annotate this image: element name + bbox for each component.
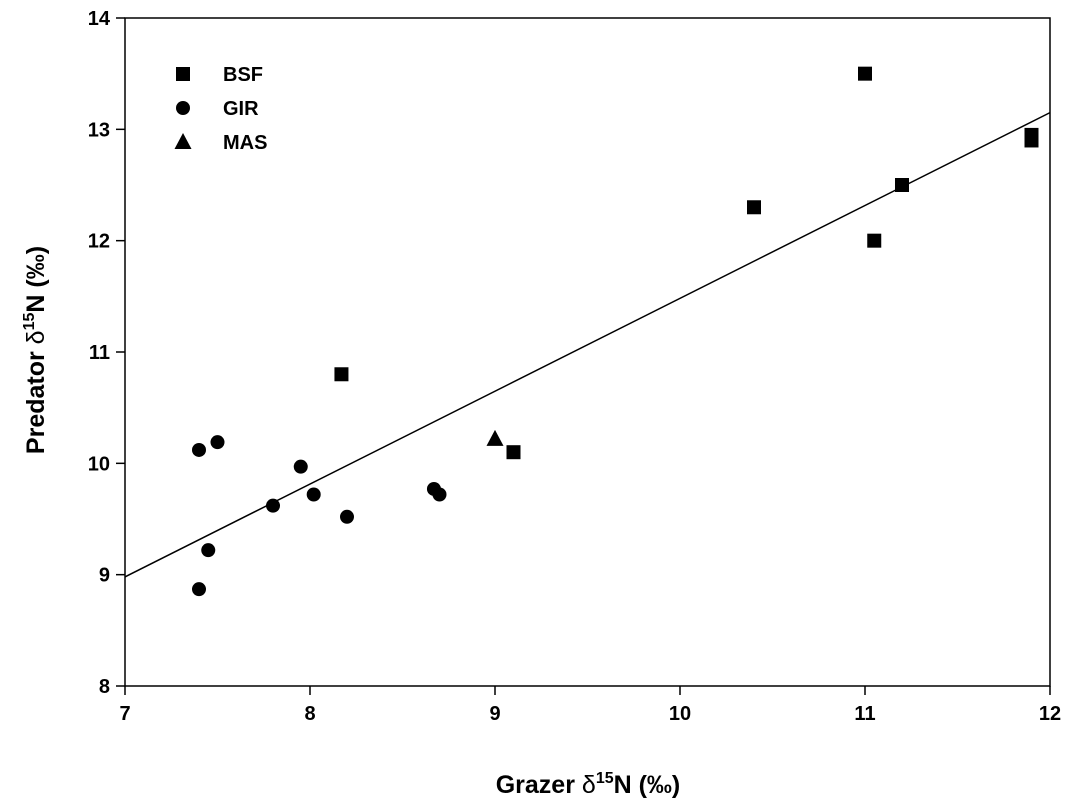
point-gir	[210, 435, 225, 450]
y-tick-label: 12	[88, 231, 110, 253]
y-tick-label: 13	[88, 119, 110, 141]
x-tick-label: 8	[304, 703, 315, 725]
x-tick-label: 7	[119, 703, 130, 725]
point-gir	[192, 582, 206, 597]
legend-marker-bsf	[176, 67, 190, 81]
x-tick-label: 10	[669, 703, 691, 725]
series-mas	[486, 429, 504, 446]
point-bsf	[858, 66, 872, 81]
series-gir	[192, 435, 447, 597]
point-bsf	[334, 367, 349, 382]
point-bsf	[506, 445, 521, 460]
x-tick-label: 11	[854, 703, 875, 725]
regression-line-group	[124, 111, 1051, 578]
point-bsf	[1024, 133, 1039, 148]
point-gir	[192, 442, 206, 457]
point-bsf	[895, 178, 909, 192]
y-tick-label: 14	[88, 8, 111, 30]
x-tick-label: 12	[1039, 703, 1061, 725]
y-tick-label: 9	[99, 565, 110, 587]
legend-marker-mas	[174, 133, 192, 149]
point-gir	[266, 498, 280, 513]
y-tick-label: 10	[88, 453, 110, 475]
series-bsf	[334, 66, 1039, 460]
legend-item-bsf: BSF	[176, 64, 263, 86]
plot-border	[124, 17, 1051, 687]
legend-item-gir: GIR	[176, 98, 259, 120]
point-bsf	[747, 200, 761, 215]
legend-label-gir: GIR	[223, 98, 259, 120]
point-gir	[432, 487, 447, 502]
legend: BSF GIR MAS	[174, 64, 267, 154]
y-tick-label: 8	[99, 676, 110, 698]
x-axis-title: Grazer δ15N (‰)	[496, 770, 681, 799]
legend-marker-gir	[176, 101, 190, 115]
data-points	[192, 66, 1039, 597]
point-gir	[340, 509, 354, 524]
point-gir	[201, 543, 216, 558]
legend-item-mas: MAS	[174, 132, 267, 154]
point-gir	[293, 459, 308, 474]
y-axis-title: Predator δ15N (‰)	[21, 246, 50, 454]
point-mas	[486, 429, 504, 446]
x-tick-label: 9	[489, 703, 500, 725]
y-tick-label: 11	[89, 342, 110, 364]
point-gir	[306, 487, 321, 502]
regression-line	[124, 111, 1051, 578]
point-bsf	[867, 233, 882, 248]
legend-label-bsf: BSF	[223, 64, 263, 86]
legend-label-mas: MAS	[223, 132, 267, 154]
